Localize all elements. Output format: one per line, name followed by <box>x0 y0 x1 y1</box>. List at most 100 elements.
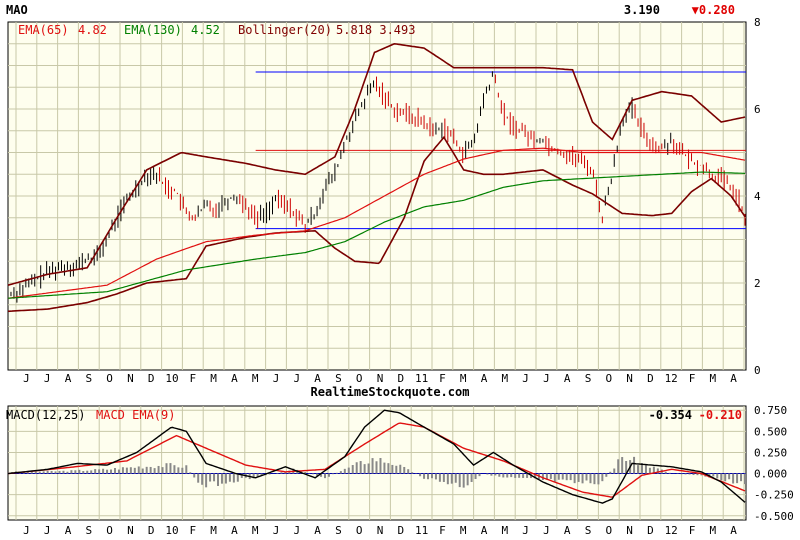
x-tick-label: O <box>356 524 363 537</box>
x-tick-label: 10 <box>165 372 178 385</box>
bollinger-value: 5.818 3.493 <box>336 23 415 37</box>
macd-signal-line <box>7 422 746 498</box>
y-tick-label: -0.500 <box>754 510 794 523</box>
x-tick-label: D <box>148 524 155 537</box>
x-tick-label: O <box>106 524 113 537</box>
x-tick-label: N <box>377 372 384 385</box>
x-tick-label: J <box>23 524 30 537</box>
macd-label: MACD(12,25) <box>6 408 85 422</box>
x-tick-label: D <box>647 372 654 385</box>
x-tick-label: M <box>709 524 716 537</box>
x-tick-label: F <box>439 524 446 537</box>
x-tick-label: M <box>210 372 217 385</box>
x-tick-label: D <box>397 524 404 537</box>
x-tick-label: 11 <box>415 524 428 537</box>
x-tick-label: J <box>543 372 550 385</box>
price-change: ▼0.280 <box>692 3 735 17</box>
macd-lines <box>7 409 746 504</box>
x-tick-label: J <box>44 372 51 385</box>
macd-histogram <box>7 456 747 488</box>
price-bars <box>7 71 746 303</box>
ema130-value: 4.52 <box>191 23 220 37</box>
x-tick-label: N <box>127 524 134 537</box>
bollinger-lower-line <box>7 135 746 313</box>
x-tick-label: J <box>522 524 529 537</box>
x-tick-label: F <box>189 372 196 385</box>
x-tick-label: J <box>273 524 280 537</box>
x-tick-label: F <box>189 524 196 537</box>
x-tick-label: 12 <box>665 372 678 385</box>
x-tick-label: M <box>210 524 217 537</box>
x-tick-label: A <box>481 524 488 537</box>
x-tick-label: S <box>335 372 342 385</box>
x-tick-label: M <box>709 372 716 385</box>
x-tick-label: D <box>148 372 155 385</box>
x-tick-label: F <box>689 524 696 537</box>
x-tick-label: N <box>377 524 384 537</box>
x-tick-label: N <box>626 372 633 385</box>
x-tick-label: N <box>626 524 633 537</box>
x-tick-label: A <box>314 372 321 385</box>
ticker-label: MAO <box>6 3 28 17</box>
x-tick-label: A <box>730 372 737 385</box>
x-tick-label: S <box>85 372 92 385</box>
x-tick-label: 12 <box>665 524 678 537</box>
y-tick-label: 0.750 <box>754 404 787 417</box>
x-tick-label: 11 <box>415 372 428 385</box>
indicator-lines <box>7 42 746 313</box>
x-tick-label: S <box>335 524 342 537</box>
x-tick-label: J <box>293 524 300 537</box>
x-tick-label: M <box>460 372 467 385</box>
x-tick-label: O <box>356 372 363 385</box>
y-tick-label: 6 <box>754 103 761 116</box>
last-price: 3.190 <box>624 3 660 17</box>
price-x-tick-labels: J J A S O N D 10 F M A M J J A S O N D 11 F M A M J J A S O N D 12 F M A <box>23 372 737 385</box>
x-tick-label: M <box>460 524 467 537</box>
x-tick-label: A <box>481 372 488 385</box>
y-tick-label: -0.250 <box>754 489 794 502</box>
x-tick-label: S <box>85 524 92 537</box>
x-tick-label: A <box>65 524 72 537</box>
price-y-tick-labels: 0 2 4 6 8 <box>754 16 761 377</box>
x-tick-label: J <box>23 372 30 385</box>
x-tick-label: D <box>647 524 654 537</box>
y-tick-label: 0.000 <box>754 468 787 481</box>
bollinger-upper-line <box>7 42 746 286</box>
x-tick-label: A <box>730 524 737 537</box>
macd-signal-value: -0.210 <box>699 408 742 422</box>
x-tick-label: A <box>314 524 321 537</box>
x-tick-label: M <box>501 372 508 385</box>
ema130-line <box>7 171 746 299</box>
macd-signal-label: MACD EMA(9) <box>96 408 175 422</box>
x-tick-label: M <box>252 524 259 537</box>
x-tick-label: S <box>585 372 592 385</box>
x-tick-label: M <box>501 524 508 537</box>
x-tick-label: J <box>273 372 280 385</box>
x-tick-label: M <box>252 372 259 385</box>
y-tick-label: 4 <box>754 190 761 203</box>
x-tick-label: J <box>522 372 529 385</box>
bollinger-label: Bollinger(20) <box>238 23 332 37</box>
x-tick-label: D <box>397 372 404 385</box>
x-tick-label: J <box>44 524 51 537</box>
x-tick-label: J <box>543 524 550 537</box>
x-tick-label: O <box>605 524 612 537</box>
x-tick-label: N <box>127 372 134 385</box>
y-tick-label: 0.500 <box>754 425 787 438</box>
macd-y-tick-labels: 0.750 0.500 0.250 0.000 -0.250 -0.500 <box>754 404 794 523</box>
y-tick-label: 0.250 <box>754 446 787 459</box>
x-tick-label: J <box>293 372 300 385</box>
x-tick-label: S <box>585 524 592 537</box>
x-tick-label: 10 <box>165 524 178 537</box>
x-tick-label: O <box>605 372 612 385</box>
x-tick-label: F <box>689 372 696 385</box>
macd-line <box>7 409 746 504</box>
x-tick-label: A <box>231 524 238 537</box>
ema65-value: 4.82 <box>78 23 107 37</box>
y-tick-label: 2 <box>754 277 761 290</box>
macd-value: -0.354 <box>649 408 692 422</box>
x-tick-label: F <box>439 372 446 385</box>
